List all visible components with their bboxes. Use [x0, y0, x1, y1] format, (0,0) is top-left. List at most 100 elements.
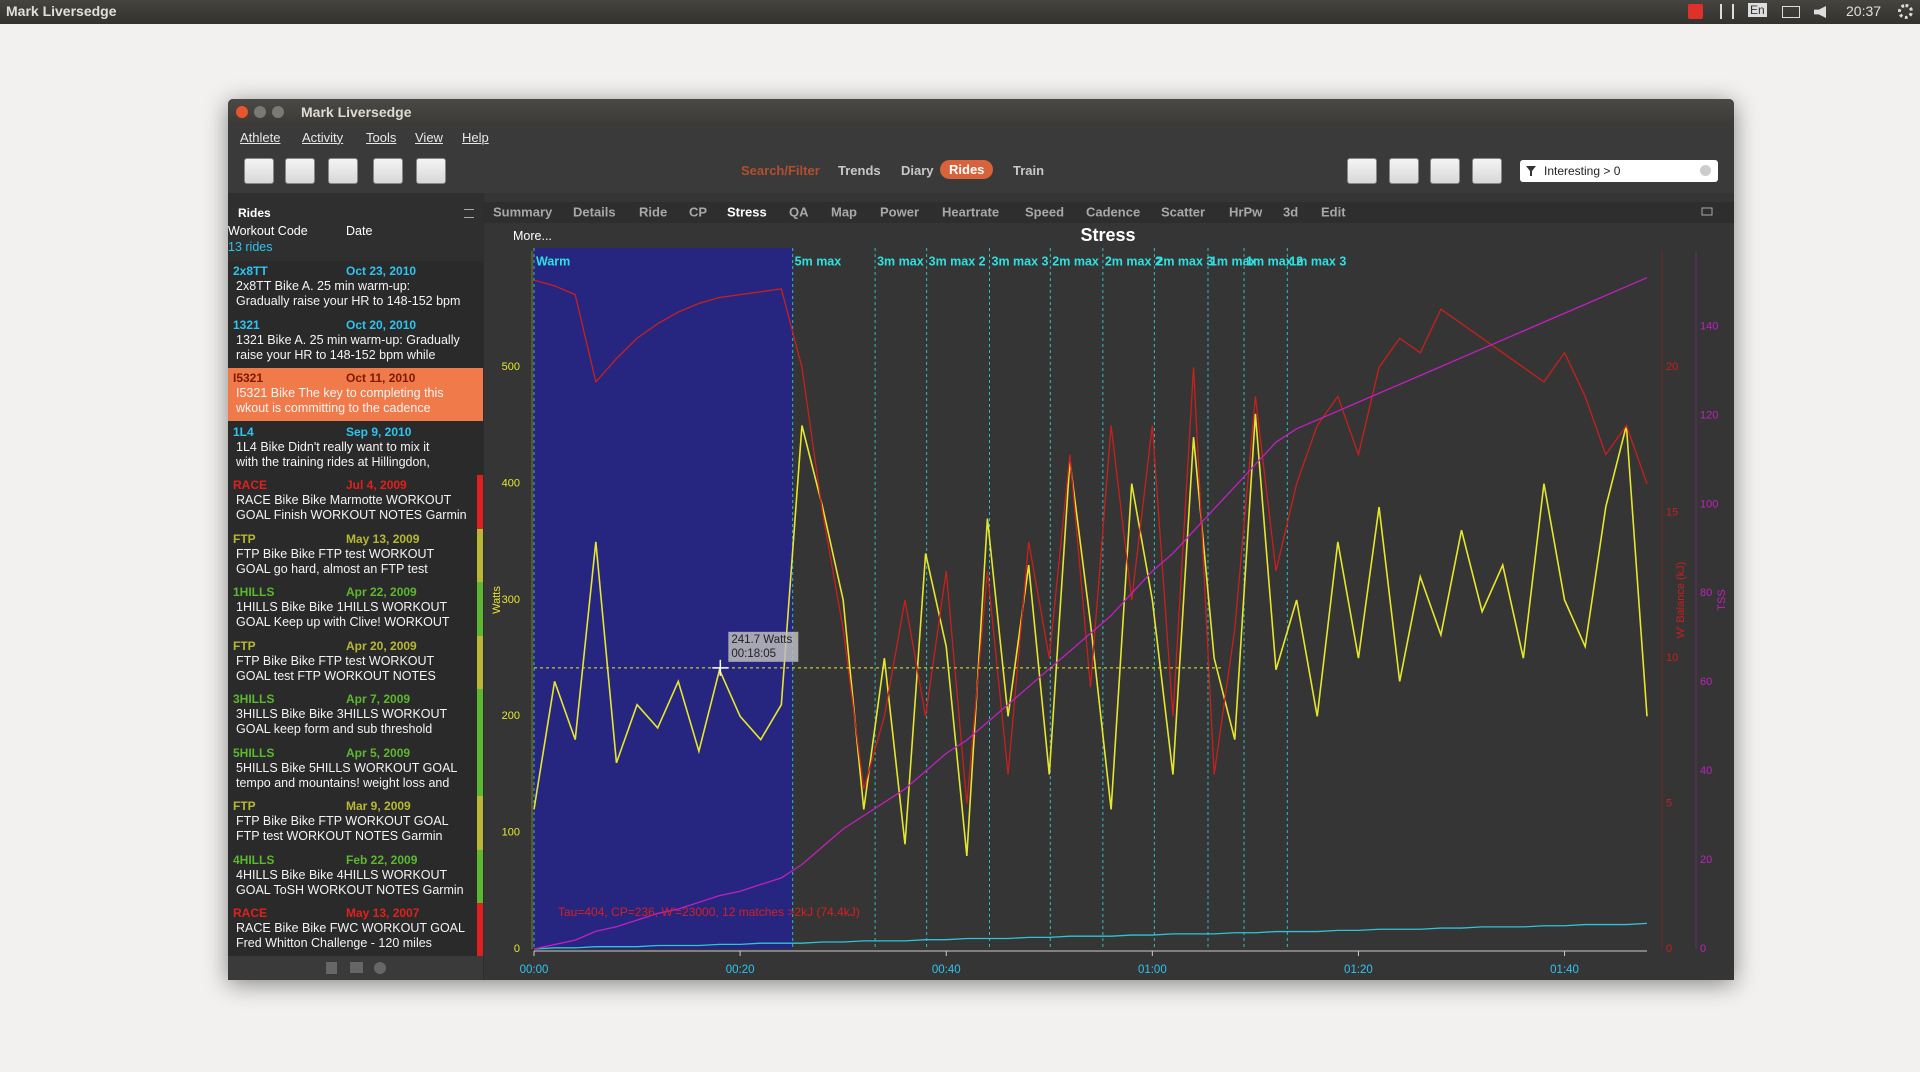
layout-tiled[interactable]: [1472, 158, 1502, 184]
footer-icon[interactable]: [374, 962, 386, 974]
menu-item[interactable]: Activity: [302, 130, 344, 145]
ride-notes[interactable]: RACE Bike Bike Marmotte WORKOUT: [236, 493, 452, 507]
ride-item[interactable]: I5321 Oct 11, 2010 I5321 Bike The key to c…: [228, 368, 483, 421]
menu-item[interactable]: Tools: [366, 130, 397, 145]
ride-code[interactable]: 2x8TT: [233, 264, 268, 278]
ride-notes[interactable]: FTP test WORKOUT NOTES Garmin: [236, 829, 443, 843]
chart-tab[interactable]: Speed: [1025, 204, 1064, 219]
chart-tab[interactable]: Cadence: [1086, 204, 1140, 219]
ride-date[interactable]: Oct 23, 2010: [346, 264, 417, 278]
maximize-button[interactable]: [272, 106, 284, 118]
menu-item[interactable]: View: [415, 130, 443, 145]
language-indicator[interactable]: En: [1748, 3, 1767, 17]
ride-date[interactable]: Apr 20, 2009: [346, 638, 417, 653]
ride-notes[interactable]: wkout is committing to the cadence: [236, 401, 431, 415]
ride-notes[interactable]: FTP Bike Bike FTP test WORKOUT: [236, 546, 435, 561]
view-tab[interactable]: Diary: [901, 163, 934, 178]
settings-icon[interactable]: [1898, 4, 1913, 19]
chart-tab[interactable]: Map: [831, 204, 857, 219]
edit-button[interactable]: [285, 158, 315, 184]
chart-tab[interactable]: 3d: [1283, 204, 1298, 219]
menu-item[interactable]: Help: [462, 130, 489, 145]
ride-code[interactable]: 1L4: [233, 424, 254, 439]
ride-date[interactable]: May 13, 2009: [346, 531, 420, 546]
ride-notes[interactable]: GOAL keep form and sub threshold: [236, 722, 433, 736]
filter-box[interactable]: Interesting > 0: [1520, 160, 1718, 182]
ride-code[interactable]: 4HILLS: [233, 852, 275, 867]
ride-item[interactable]: 4HILLS Feb 22, 2009 4HILLS Bike Bike 4HILL…: [228, 849, 483, 904]
ride-notes[interactable]: 3HILLS Bike Bike 3HILLS WORKOUT: [236, 707, 448, 721]
ride-notes[interactable]: tempo and mountains! weight loss and: [236, 775, 450, 790]
menu-item[interactable]: Athlete: [240, 130, 281, 145]
ride-notes[interactable]: 1L4 Bike Didn't really want to mix it: [236, 439, 430, 454]
ride-notes[interactable]: RACE Bike Bike FWC WORKOUT GOAL: [236, 921, 465, 935]
ride-item[interactable]: 5HILLS Apr 5, 2009 5HILLS Bike 5HILLS WORK…: [228, 742, 483, 797]
bottom-toggle[interactable]: [1389, 158, 1419, 184]
ride-code[interactable]: FTP: [233, 531, 256, 546]
ride-item[interactable]: RACE Jul 4, 2009 RACE Bike Bike Marmotte W…: [228, 475, 483, 529]
ride-notes[interactable]: 2x8TT Bike A. 25 min warm-up:: [236, 279, 411, 293]
ride-code[interactable]: 1321: [233, 317, 260, 332]
mail-icon[interactable]: [1782, 6, 1800, 18]
ride-item[interactable]: 1L4 Sep 9, 2010 1L4 Bike Didn't really wan…: [228, 422, 483, 475]
chart-tab[interactable]: Stress: [727, 204, 767, 219]
ride-notes[interactable]: GOAL Keep up with Clive! WORKOUT: [236, 615, 450, 629]
ride-notes[interactable]: 4HILLS Bike Bike 4HILLS WORKOUT: [236, 867, 448, 882]
chart-tab[interactable]: Ride: [639, 204, 667, 219]
ride-date[interactable]: Jul 4, 2009: [346, 478, 407, 492]
ride-date[interactable]: Sep 9, 2010: [346, 424, 412, 439]
chart-tab[interactable]: Details: [573, 204, 616, 219]
ride-notes[interactable]: GOAL go hard, almost an FTP test: [236, 561, 428, 576]
ride-code[interactable]: RACE: [233, 906, 268, 920]
ride-code[interactable]: FTP: [233, 638, 256, 653]
view-tab[interactable]: Train: [1013, 163, 1045, 178]
ride-notes[interactable]: raise your HR to 148-152 bpm while: [236, 347, 436, 362]
ride-item[interactable]: 1HILLS Apr 22, 2009 1HILLS Bike Bike 1HILL…: [228, 582, 483, 636]
ride-date[interactable]: Apr 22, 2009: [346, 585, 417, 599]
filter-text[interactable]: Interesting > 0: [1544, 164, 1621, 178]
volume-icon[interactable]: [1814, 6, 1826, 18]
ride-notes[interactable]: Fred Whitton Challenge - 120 miles: [236, 936, 432, 950]
indicator-icon[interactable]: [1688, 4, 1703, 19]
ride-item[interactable]: FTP May 13, 2009 FTP Bike Bike FTP test WO…: [228, 528, 483, 583]
footer-icon[interactable]: [350, 962, 363, 973]
footer-icon[interactable]: [326, 962, 337, 974]
ride-notes[interactable]: FTP Bike Bike FTP WORKOUT GOAL: [236, 814, 449, 828]
ride-notes[interactable]: I5321 Bike The key to completing this: [236, 386, 444, 400]
chart-tab[interactable]: Edit: [1321, 204, 1346, 219]
clear-filter[interactable]: [1700, 165, 1711, 176]
ride-date[interactable]: Oct 11, 2010: [346, 371, 416, 385]
column-header[interactable]: Date: [346, 224, 373, 238]
ride-item[interactable]: 1321 Oct 20, 2010 1321 Bike A. 25 min warm…: [228, 315, 483, 368]
chart-tab[interactable]: Summary: [493, 204, 553, 219]
ride-date[interactable]: Apr 5, 2009: [346, 745, 411, 760]
view-tab[interactable]: Rides: [940, 160, 994, 179]
ride-item[interactable]: 3HILLS Apr 7, 2009 3HILLS Bike Bike 3HILLS…: [228, 689, 483, 743]
ride-code[interactable]: I5321: [233, 371, 264, 385]
view-tab[interactable]: Search/Filter: [741, 163, 820, 178]
delete-button[interactable]: [416, 158, 446, 184]
ride-notes[interactable]: Gradually raise your HR to 148-152 bpm: [236, 294, 461, 308]
ride-code[interactable]: FTP: [233, 799, 256, 813]
ride-date[interactable]: Oct 20, 2010: [346, 317, 417, 332]
ride-notes[interactable]: 1HILLS Bike Bike 1HILLS WORKOUT: [236, 600, 448, 614]
chart-tab[interactable]: Scatter: [1161, 204, 1205, 219]
download-button[interactable]: [244, 158, 274, 184]
ride-code[interactable]: RACE: [233, 478, 268, 492]
minimize-button[interactable]: [254, 106, 266, 118]
ride-code[interactable]: 3HILLS: [233, 692, 275, 706]
ride-date[interactable]: Mar 9, 2009: [346, 799, 411, 813]
chart-tab[interactable]: CP: [689, 204, 707, 219]
ride-item[interactable]: 2x8TT Oct 23, 2010 2x8TT Bike A. 25 min wa…: [228, 261, 483, 314]
network-icon[interactable]: [1720, 4, 1734, 19]
ride-notes[interactable]: 5HILLS Bike 5HILLS WORKOUT GOAL: [236, 760, 458, 775]
split-button[interactable]: [373, 158, 403, 184]
ride-item[interactable]: RACE May 13, 2007 RACE Bike Bike FWC WORKO…: [228, 903, 483, 957]
clock[interactable]: 20:37: [1846, 3, 1882, 19]
ride-date[interactable]: Apr 7, 2009: [346, 692, 411, 706]
sidebar-menu[interactable]: [464, 209, 474, 218]
ride-notes[interactable]: with the training rides at Hillingdon,: [236, 454, 430, 469]
layout-single[interactable]: [1430, 158, 1460, 184]
ride-notes[interactable]: GOAL test FTP WORKOUT NOTES: [236, 668, 436, 683]
timer-button[interactable]: [328, 158, 358, 184]
